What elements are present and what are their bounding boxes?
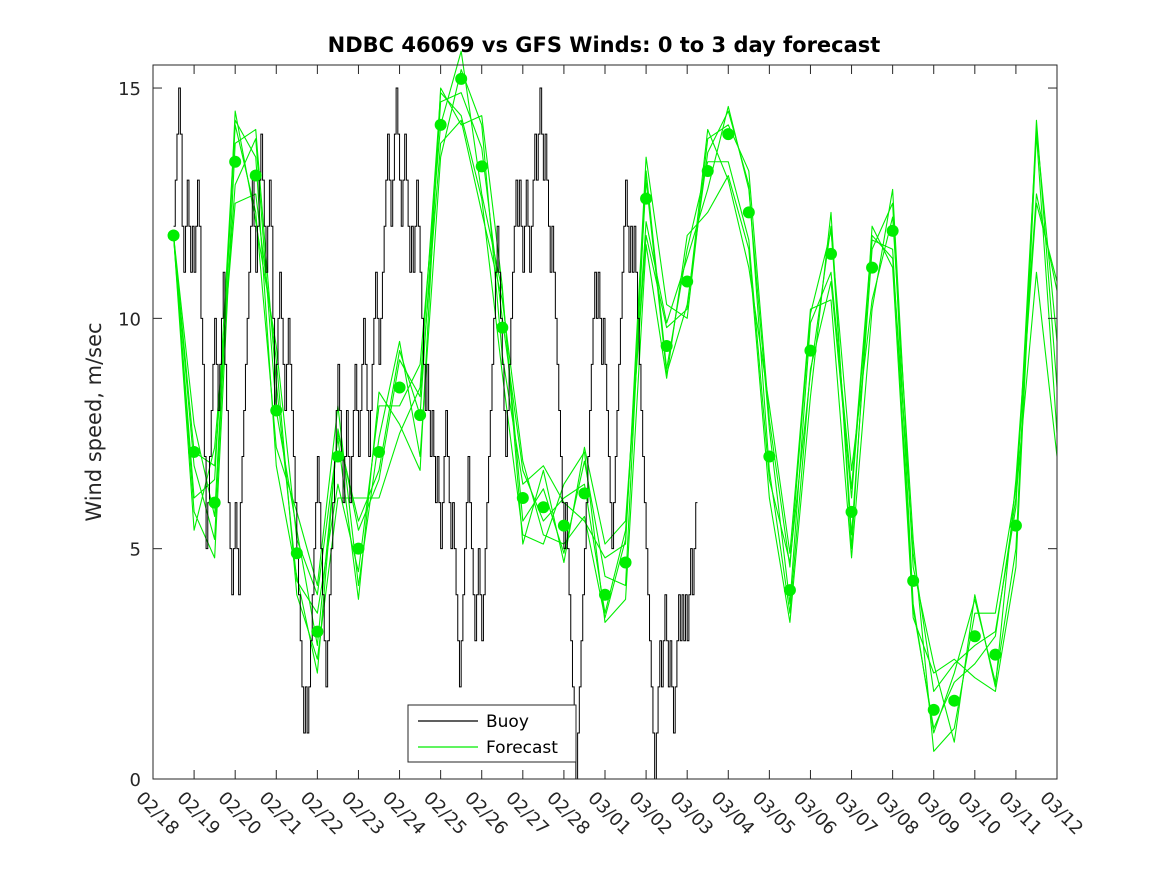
x-tick-label: 03/11 xyxy=(994,788,1046,840)
forecast-marker-point xyxy=(414,409,427,422)
x-tick-label: 02/24 xyxy=(378,788,430,840)
x-tick-label: 03/03 xyxy=(666,788,718,840)
y-tick-label: 15 xyxy=(118,79,141,100)
legend-label-forecast: Forecast xyxy=(486,738,558,758)
forecast-marker-point xyxy=(434,118,447,131)
forecast-marker-point xyxy=(311,625,324,638)
forecast-marker-point xyxy=(722,128,735,141)
y-axis-label: Wind speed, m/sec xyxy=(82,322,106,521)
forecast-marker-point xyxy=(578,487,591,500)
forecast-marker-point xyxy=(681,275,694,288)
x-tick-label: 03/09 xyxy=(912,788,964,840)
forecast-marker-point xyxy=(783,584,796,597)
x-tick-label: 03/06 xyxy=(789,788,841,840)
forecast-marker-point xyxy=(167,229,180,242)
x-tick-label: 02/19 xyxy=(173,788,225,840)
forecast-marker-point xyxy=(455,72,468,85)
x-tick-label: 02/27 xyxy=(501,788,553,840)
forecast-marker-point xyxy=(557,519,570,532)
forecast-marker-point xyxy=(763,450,776,463)
chart-title: NDBC 46069 vs GFS Winds: 0 to 3 day fore… xyxy=(328,33,881,57)
forecast-marker-point xyxy=(701,164,714,177)
legend-label-buoy: Buoy xyxy=(486,712,529,732)
x-tick-label: 02/25 xyxy=(419,788,471,840)
forecast-marker-point xyxy=(537,501,550,514)
plot-background xyxy=(153,65,1057,779)
x-tick-label: 02/23 xyxy=(337,788,389,840)
forecast-marker-point xyxy=(1009,519,1022,532)
forecast-marker-point xyxy=(229,155,242,168)
x-tick-label: 02/20 xyxy=(214,788,266,840)
forecast-marker-point xyxy=(331,450,344,463)
plot-area: 05101502/1802/1902/2002/2102/2202/2302/2… xyxy=(118,50,1087,840)
forecast-marker-point xyxy=(640,192,653,205)
forecast-marker-point xyxy=(496,321,509,334)
legend: Buoy Forecast xyxy=(407,704,577,763)
forecast-marker-point xyxy=(208,496,221,509)
forecast-marker-point xyxy=(825,247,837,260)
buoy-series-line xyxy=(173,87,698,780)
forecast-marker-point xyxy=(968,630,981,643)
forecast-marker-point xyxy=(373,445,385,458)
forecast-marker-point xyxy=(475,160,488,173)
forecast-marker-point xyxy=(599,588,611,601)
forecast-marker-point xyxy=(188,445,201,458)
forecast-marker-point xyxy=(948,694,961,707)
x-tick-label: 02/26 xyxy=(460,788,512,840)
forecast-marker-point xyxy=(270,404,283,417)
forecast-marker-point xyxy=(742,206,755,219)
legend-box xyxy=(407,704,577,763)
forecast-marker-point xyxy=(989,648,1002,661)
forecast-marker-point xyxy=(845,505,858,518)
forecast-series-line-3 xyxy=(173,69,1058,752)
x-tick-label: 03/10 xyxy=(953,788,1005,840)
forecast-series-line-2 xyxy=(173,50,1058,734)
forecast-marker-point xyxy=(660,339,673,352)
x-tick-label: 03/08 xyxy=(871,788,923,840)
x-tick-label: 02/22 xyxy=(296,788,348,840)
x-tick-label: 02/18 xyxy=(131,788,183,840)
forecast-marker-point xyxy=(866,261,879,274)
y-tick-label: 5 xyxy=(130,540,141,561)
y-tick-label: 0 xyxy=(130,770,141,791)
forecast-marker-point xyxy=(804,344,817,357)
forecast-marker-point xyxy=(393,381,406,394)
forecast-marker-point xyxy=(352,542,365,555)
x-tick-label: 03/01 xyxy=(583,788,635,840)
forecast-marker-point xyxy=(886,224,899,237)
x-tick-label: 03/05 xyxy=(748,788,800,840)
forecast-marker-point xyxy=(290,547,303,560)
x-tick-label: 03/07 xyxy=(830,788,882,840)
forecast-marker-point xyxy=(927,703,940,716)
x-tick-label: 02/21 xyxy=(255,788,307,840)
x-tick-label: 03/04 xyxy=(707,788,759,840)
forecast-marker-point xyxy=(249,169,262,182)
forecast-marker-point xyxy=(516,492,529,505)
y-tick-label: 10 xyxy=(118,309,141,330)
x-tick-label: 03/12 xyxy=(1035,788,1087,840)
forecast-marker-point xyxy=(619,556,632,569)
x-tick-label: 03/02 xyxy=(625,788,677,840)
x-tick-label: 02/28 xyxy=(542,788,594,840)
forecast-series-line-5 xyxy=(173,87,1058,743)
forecast-marker-point xyxy=(907,574,920,587)
